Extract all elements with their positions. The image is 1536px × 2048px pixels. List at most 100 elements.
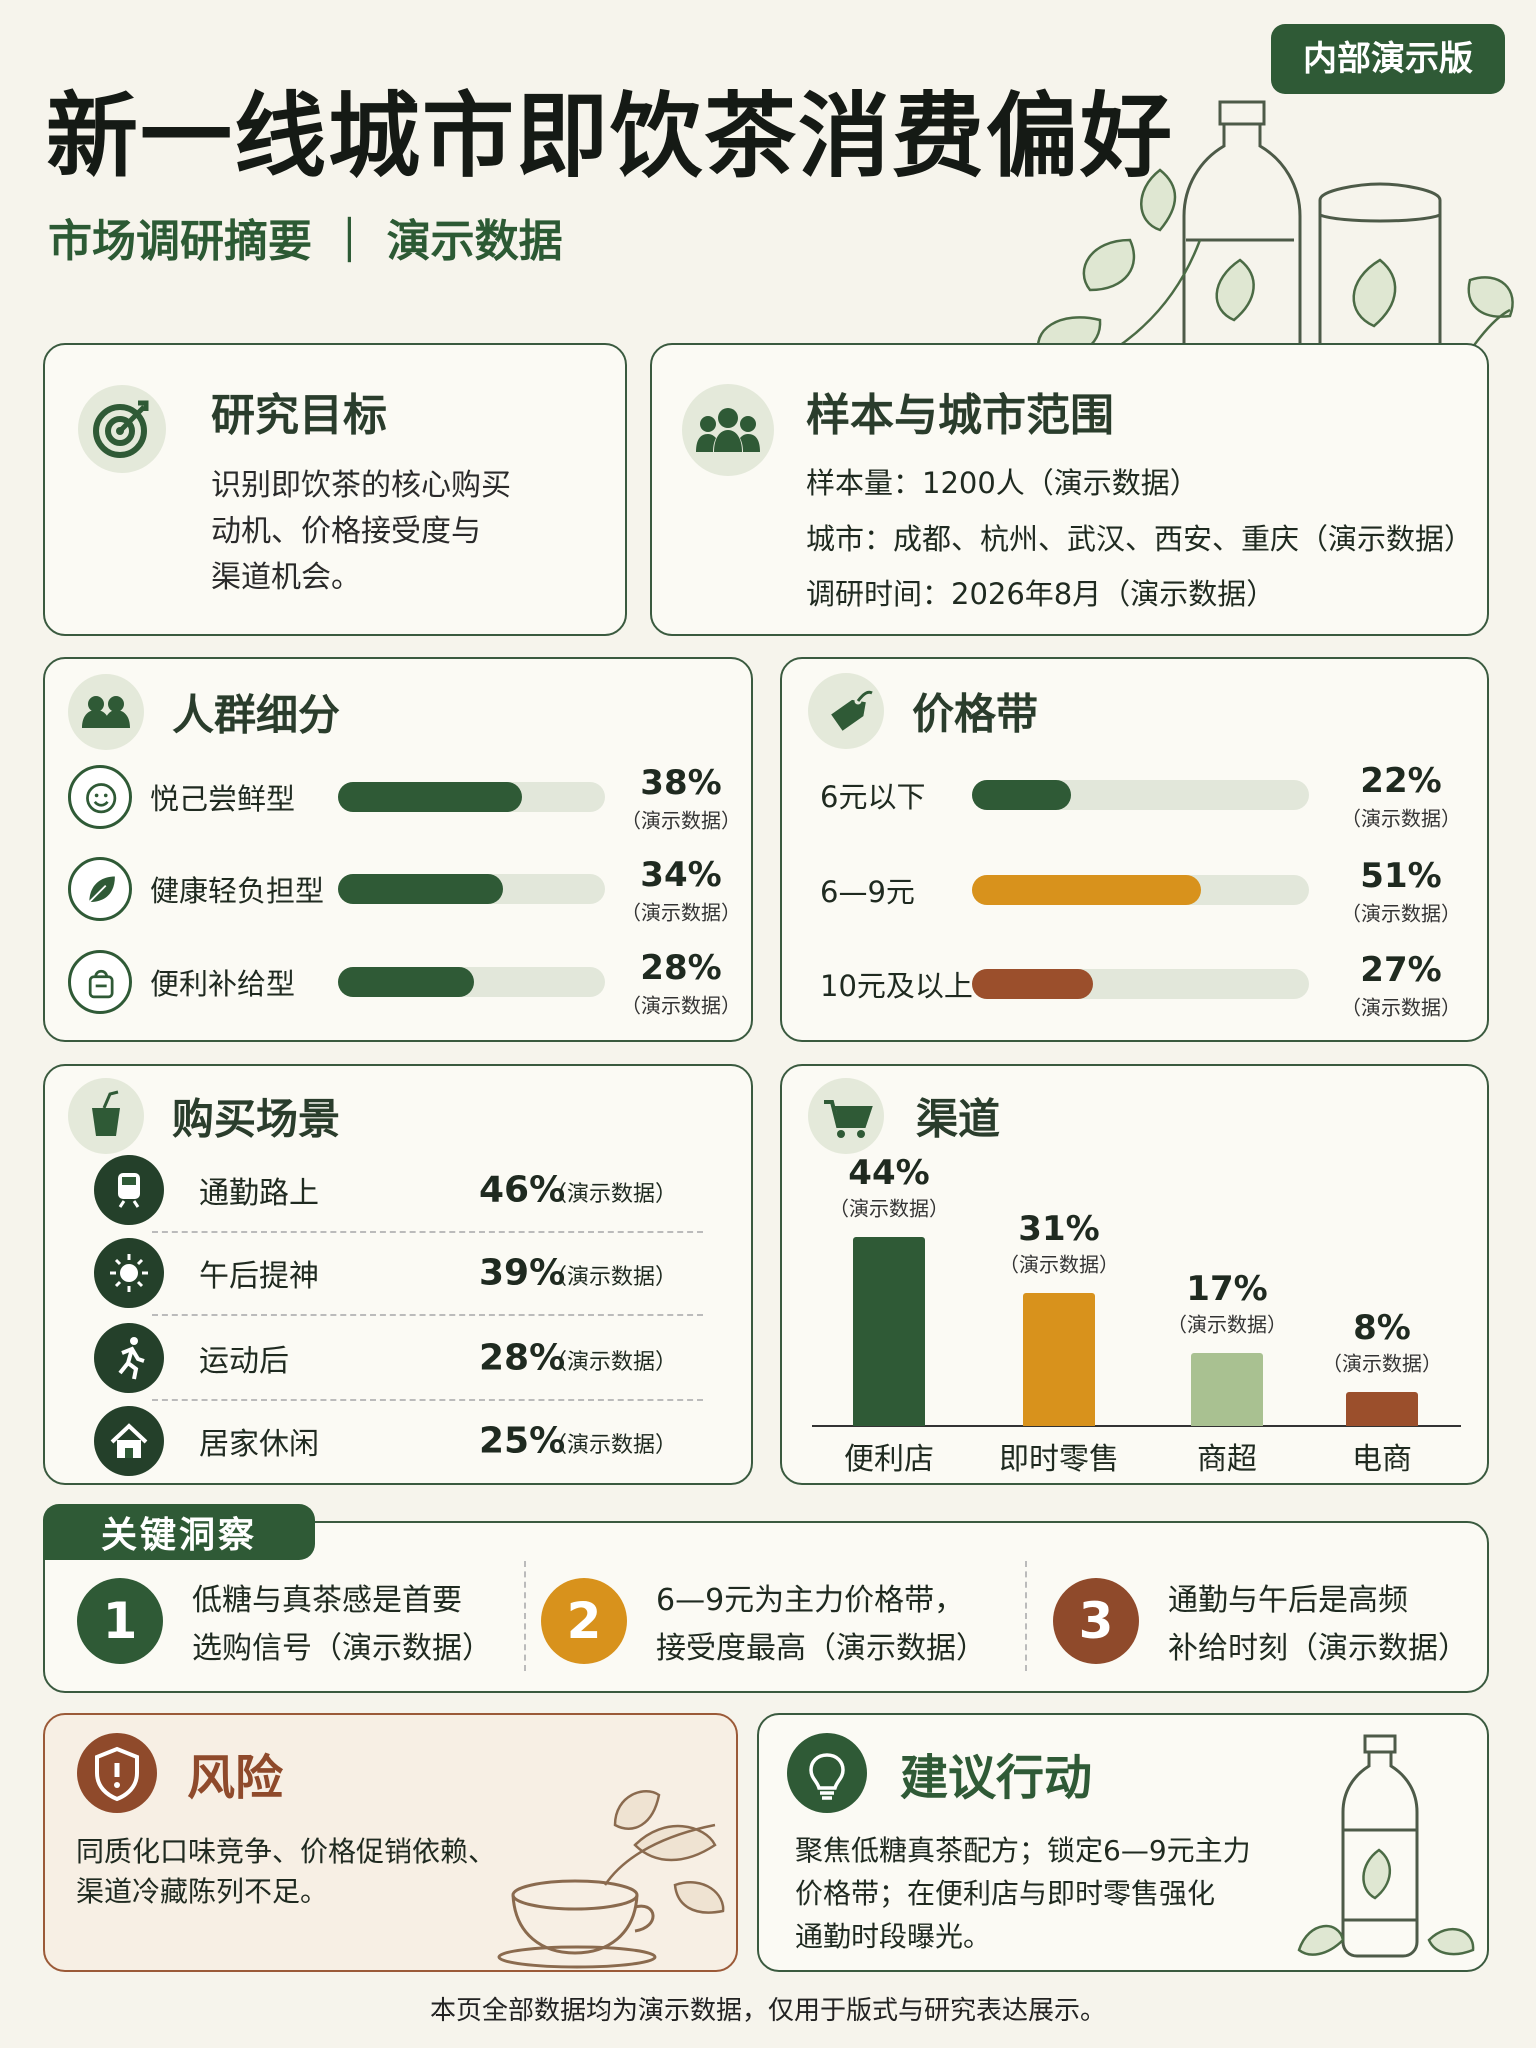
actions-card: 建议行动 聚焦低糖真茶配方；锁定6—9元主力 价格带；在便利店与即时零售强化 通… [757, 1713, 1489, 1972]
insight-line: 补给时刻（演示数据） [1168, 1631, 1468, 1666]
segments-title: 人群细分 [172, 690, 341, 740]
bar [972, 969, 1094, 999]
scene-label: 运动后 [199, 1344, 289, 1379]
value-label: 51% [1360, 856, 1442, 896]
objective-title: 研究目标 [211, 390, 387, 441]
bar-track [972, 780, 1309, 810]
cart-icon [808, 1078, 884, 1154]
risk-line: 同质化口味竞争、价格促销依赖、 [76, 1835, 497, 1868]
scene-note: （演示数据） [545, 1433, 678, 1458]
scene-value: 25% [479, 1420, 566, 1462]
bar-track [338, 874, 605, 904]
value-label: 27% [1360, 950, 1442, 990]
scene-label: 午后提神 [199, 1259, 319, 1294]
scene-value: 28% [479, 1337, 566, 1379]
bar [338, 782, 523, 812]
bottle-illustration [1297, 1734, 1475, 1958]
row-icon [94, 1323, 164, 1393]
scene-note: （演示数据） [545, 1350, 678, 1375]
category-label: 即时零售 [999, 1442, 1119, 1477]
actions-title: 建议行动 [900, 1750, 1093, 1806]
risk-line: 渠道冷藏陈列不足。 [76, 1875, 329, 1908]
bar-track [338, 967, 605, 997]
risk-title: 风险 [187, 1750, 284, 1806]
row-label: 悦己尝鲜型 [150, 782, 296, 816]
scenes-title: 购买场景 [172, 1094, 341, 1144]
scene-value: 46% [479, 1169, 566, 1211]
value-label: 17% [1186, 1268, 1268, 1309]
shield-icon [77, 1733, 157, 1813]
row-icon [68, 950, 132, 1014]
row-icon [68, 765, 132, 829]
actions-line: 价格带；在便利店与即时零售强化 [795, 1877, 1216, 1910]
value-note: （演示数据） [1341, 901, 1461, 926]
bar [338, 874, 504, 904]
scene-label: 居家休闲 [199, 1427, 319, 1462]
footer: 本页全部数据均为演示数据，仅用于版式与研究表达展示。 [429, 1996, 1106, 2026]
value-note: （演示数据） [1341, 995, 1461, 1020]
insight-badge: 3 [1053, 1578, 1139, 1664]
value-label: 22% [1360, 761, 1442, 801]
risk-card: 风险 同质化口味竞争、价格促销依赖、 渠道冷藏陈列不足。 [43, 1713, 738, 1972]
channels-card: 渠道 44% （演示数据） 便利店 31% （演示数据） 即时零售 17% （演示数据） 商超 8… [780, 1064, 1489, 1485]
actions-line: 通勤时段曝光。 [795, 1920, 992, 1953]
value-label: 28% [640, 948, 722, 988]
target-icon [78, 385, 166, 473]
insight-line: 通勤与午后是高频 [1168, 1583, 1408, 1618]
row-icon [94, 1238, 164, 1308]
insight-number: 1 [102, 1592, 138, 1650]
bar-track [972, 969, 1309, 999]
badge: 内部演示版 [1271, 24, 1505, 94]
objective-line: 识别即饮茶的核心购买 [211, 468, 511, 503]
row-label: 6元以下 [820, 780, 926, 814]
bar [338, 967, 474, 997]
divider [152, 1314, 703, 1316]
value-note: （演示数据） [1341, 806, 1461, 831]
cup-icon [68, 1078, 144, 1154]
channels-title: 渠道 [916, 1094, 1001, 1144]
bar-track [972, 875, 1309, 905]
subtitle: 市场调研摘要 ｜ 演示数据 [48, 216, 563, 267]
sample-title: 样本与城市范围 [806, 390, 1114, 441]
insights-tab: 关键洞察 [43, 1504, 315, 1560]
scenes-card: 购买场景 通勤路上 46% （演示数据） 午后提神 39% （演示数据） 运动后 28% （演示… [43, 1064, 753, 1485]
people-icon [682, 384, 774, 476]
price-title: 价格带 [912, 689, 1039, 739]
value-note: （演示数据） [621, 993, 741, 1018]
insight-line: 接受度最高（演示数据） [656, 1631, 986, 1666]
divider [524, 1561, 526, 1671]
divider [152, 1399, 703, 1401]
sample-line: 样本量：1200人（演示数据） [806, 466, 1199, 500]
scene-value: 39% [479, 1252, 566, 1294]
value-label: 44% [848, 1152, 930, 1193]
value-note: （演示数据） [999, 1252, 1119, 1277]
column [1023, 1292, 1095, 1426]
category-label: 商超 [1197, 1442, 1257, 1477]
baseline [812, 1425, 1461, 1427]
objective-line: 动机、价格接受度与 [211, 514, 481, 549]
insight-number: 2 [566, 1592, 602, 1650]
insight-line: 低糖与真茶感是首要 [192, 1583, 462, 1618]
column [1346, 1391, 1418, 1426]
bulb-icon [787, 1733, 867, 1813]
bar [972, 780, 1071, 810]
value-label: 8% [1353, 1307, 1411, 1348]
value-note: （演示数据） [621, 900, 741, 925]
insight-badge: 2 [541, 1578, 627, 1664]
sample-line: 城市：成都、杭州、武汉、西安、重庆（演示数据） [806, 522, 1474, 556]
title: 新一线城市即饮茶消费偏好 [46, 83, 1175, 190]
insights-title: 关键洞察 [100, 1515, 257, 1556]
insight-badge: 1 [77, 1578, 163, 1664]
objective-card: 研究目标 识别即饮茶的核心购买 动机、价格接受度与 渠道机会。 [43, 343, 627, 636]
value-label: 34% [640, 855, 722, 895]
actions-line: 聚焦低糖真茶配方；锁定6—9元主力 [795, 1834, 1251, 1867]
value-label: 38% [640, 763, 722, 803]
value-note: （演示数据） [829, 1196, 949, 1221]
row-icon [94, 1155, 164, 1225]
insight-line: 选购信号（演示数据） [192, 1631, 492, 1666]
bar-track [338, 782, 605, 812]
tag-icon [808, 673, 884, 749]
insight-line: 6—9元为主力价格带， [656, 1583, 965, 1618]
row-icon [68, 857, 132, 921]
